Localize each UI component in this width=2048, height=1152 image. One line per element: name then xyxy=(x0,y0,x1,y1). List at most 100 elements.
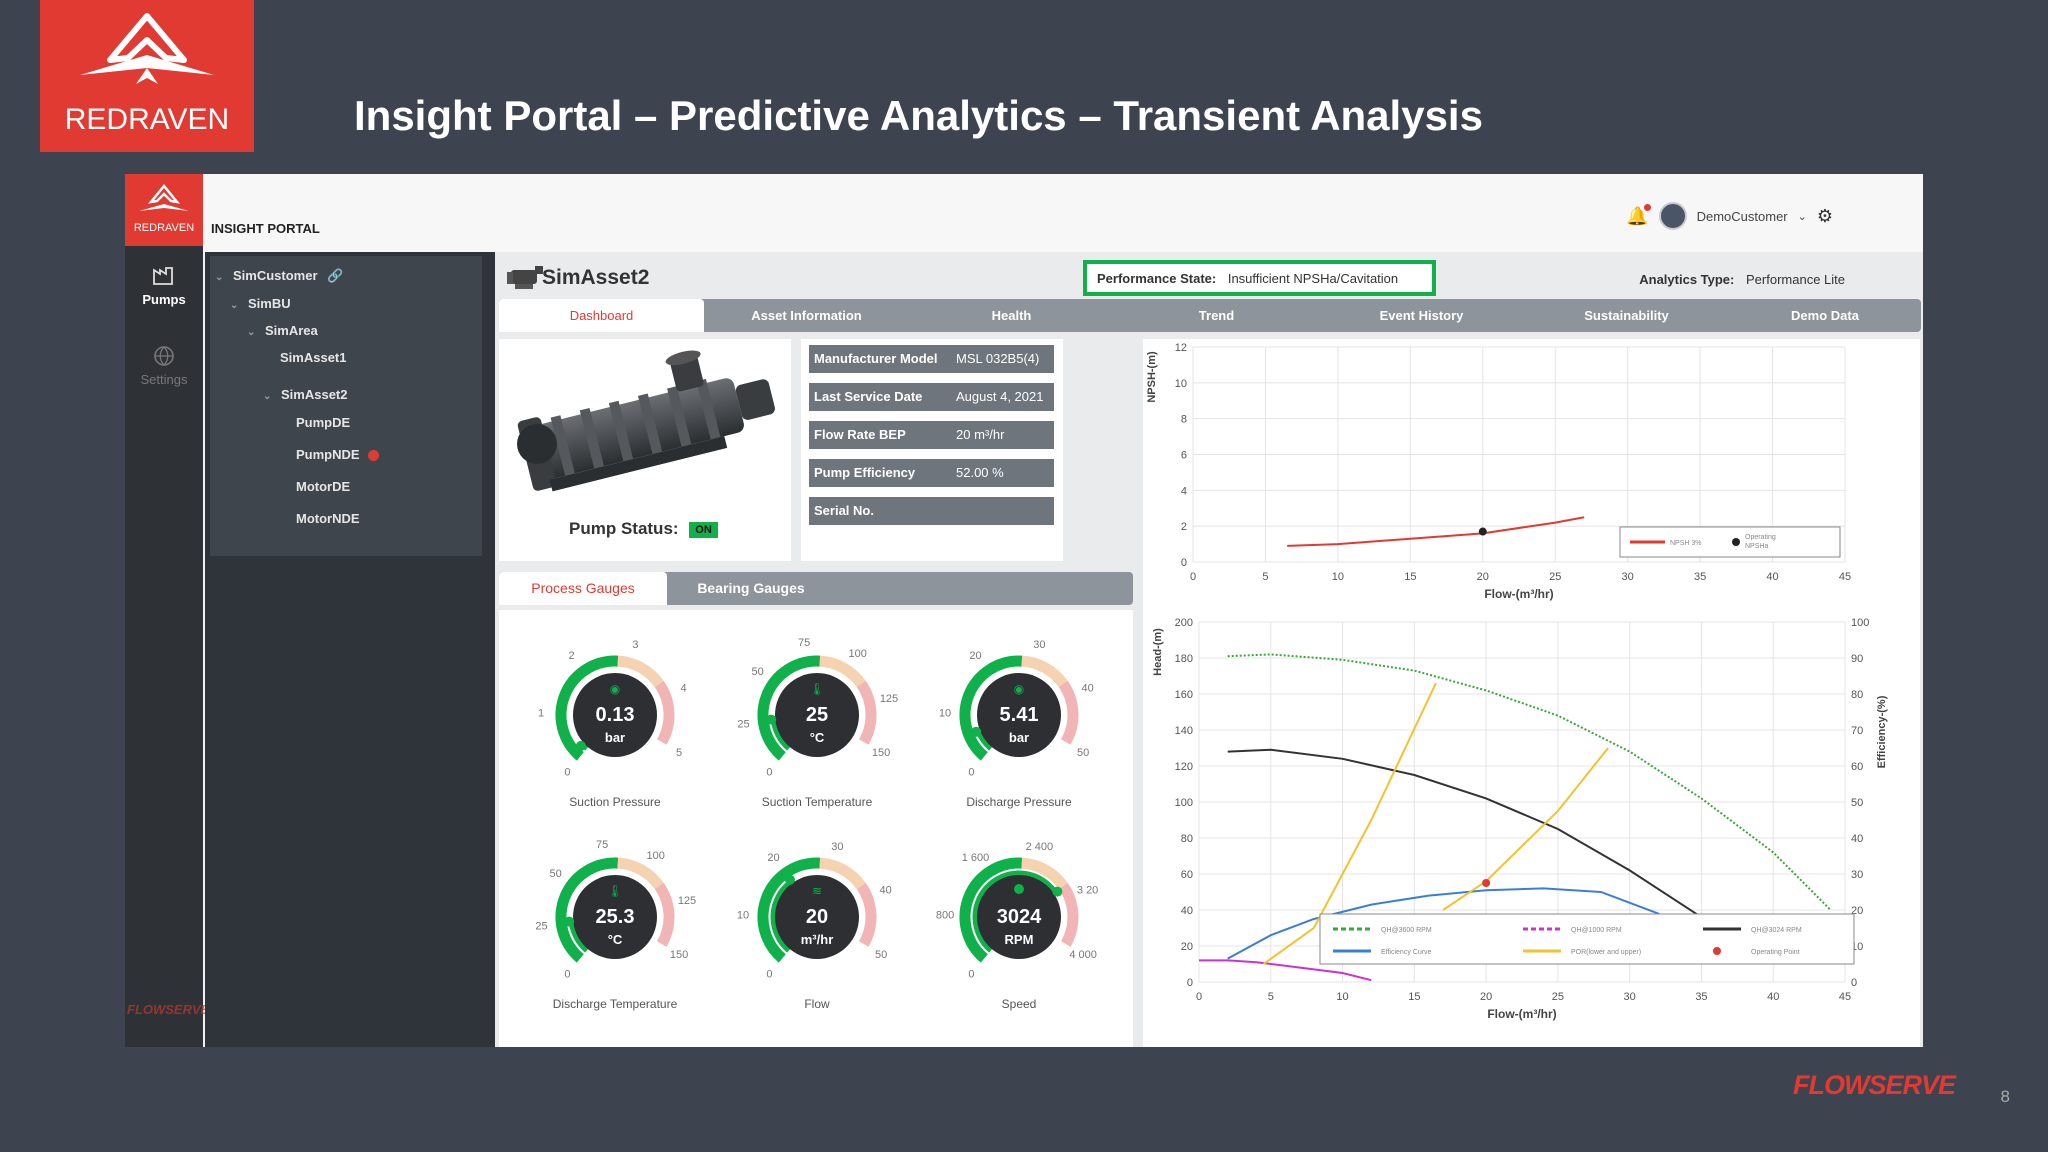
rail-item-settings[interactable]: Settings xyxy=(125,344,203,387)
tab-bearing-gauges[interactable]: Bearing Gauges xyxy=(697,580,805,596)
x-tick-label: 30 xyxy=(1624,991,1636,1003)
gauge-tick-label: 150 xyxy=(872,747,890,759)
gauge-value-arc xyxy=(770,879,793,953)
charts-svg: 0 5 10 15 20 25 30 35 40 45024681012Flow-(m³/hr)N… xyxy=(1146,342,1888,1021)
chevron-down-icon[interactable]: ⌄ xyxy=(1797,210,1807,223)
gauge-band-alarm xyxy=(856,882,877,947)
x-tick-label: 10 xyxy=(1332,571,1344,583)
gauge-tick-label: 125 xyxy=(678,895,696,907)
tree-node-motorde[interactable]: MotorDE xyxy=(296,479,350,494)
gauge-label: Discharge Pressure xyxy=(966,795,1072,809)
gauge-speed: 3024 RPM 0 800 1 600 2 400 3 20 4 000 Speed xyxy=(936,841,1098,1011)
info-row-service-date: Last Service Date August 4, 2021 xyxy=(809,383,1054,411)
tree-node-pumpnde[interactable]: PumpNDE xyxy=(296,447,379,462)
y-tick-label: 4 xyxy=(1181,485,1187,497)
info-label: Pump Efficiency xyxy=(814,465,916,480)
tab-sustainability[interactable]: Sustainability xyxy=(1584,308,1669,323)
gauge-value: 20 xyxy=(806,906,828,928)
tree-node-area[interactable]: ⌄ SimArea xyxy=(247,323,318,338)
tree-node-asset1[interactable]: SimAsset1 xyxy=(280,350,346,365)
gauge-suction-temperature: 🌡 25 °C 0 25 50 75 100 125 150 Suction Temperature xyxy=(737,637,898,809)
gauge-tick-label: 800 xyxy=(936,909,954,921)
tree-node-motornde[interactable]: MotorNDE xyxy=(296,511,360,526)
gauge-tick-label: 0 xyxy=(766,767,772,779)
tab-trend[interactable]: Trend xyxy=(1198,308,1235,323)
x-tick-label: 0 xyxy=(1196,991,1202,1003)
chevron-down-icon: ⌄ xyxy=(247,327,256,338)
y2-tick-label: 60 xyxy=(1851,761,1863,773)
notification-bell-icon[interactable]: 🔔 xyxy=(1626,203,1651,226)
gauge-tick-label: 100 xyxy=(848,648,866,660)
y-tick-label: 0 xyxy=(1187,977,1193,989)
y-tick-label: 140 xyxy=(1175,725,1193,737)
legend-label: Operating xyxy=(1745,534,1776,541)
info-label: Last Service Date xyxy=(814,389,923,404)
tree-node-label: SimCustomer xyxy=(233,268,318,283)
tree-node-label: SimAsset2 xyxy=(281,387,348,402)
legend-label: Operating Point xyxy=(1751,949,1800,956)
gauge-tick-label: 25 xyxy=(737,719,749,731)
gauge-dial xyxy=(573,875,657,959)
x-tick-label: 5 xyxy=(1268,991,1274,1003)
gauge-band-warning xyxy=(617,857,664,890)
analytics-type-value: Performance Lite xyxy=(1746,272,1845,287)
x-tick-label: 25 xyxy=(1552,991,1564,1003)
info-label: Serial No. xyxy=(814,503,874,518)
legend-label: QH@1000 RPM xyxy=(1571,927,1622,934)
gauge-unit: RPM xyxy=(1005,932,1034,947)
gauge-label: Discharge Temperature xyxy=(553,997,678,1011)
pump-card: Pump Status: ON xyxy=(499,339,791,561)
tab-asset-information[interactable]: Asset Information xyxy=(751,308,862,323)
series-npsh-3- xyxy=(1287,516,1585,547)
rail-item-pumps[interactable]: Pumps xyxy=(125,264,203,307)
tab-event-history[interactable]: Event History xyxy=(1379,308,1464,323)
gauge-tick-label: 5 xyxy=(676,747,682,759)
tree-node-pumpde[interactable]: PumpDE xyxy=(296,415,350,430)
avatar[interactable] xyxy=(1658,202,1687,230)
top-bar: INSIGHT PORTAL 🔔 DemoCustomer ⌄ ⚙ xyxy=(203,174,1923,252)
redraven-logo: REDRAVEN xyxy=(40,0,254,152)
gauge-icon: ◉ xyxy=(1014,682,1024,696)
tab-health[interactable]: Health xyxy=(991,308,1032,323)
gauge-discharge-pressure: ◉ 5.41 bar 0 10 20 30 40 50 Discharge Pressure xyxy=(939,639,1094,809)
gauge-band-alarm xyxy=(856,680,877,745)
tree-node-customer[interactable]: ⌄ SimCustomer 🔗 xyxy=(215,268,343,284)
tree-node-bu[interactable]: ⌄ SimBU xyxy=(230,296,291,311)
gauge-flow: ≋ 20 m³/hr 0 10 20 30 40 50 Flow xyxy=(737,841,892,1011)
legend-label: POR(lower and upper) xyxy=(1571,949,1641,956)
gear-icon[interactable]: ⚙ xyxy=(1816,205,1833,226)
tab-dashboard[interactable]: Dashboard xyxy=(499,299,704,332)
rail-logo[interactable]: REDRAVEN xyxy=(125,174,203,246)
gauge-dial xyxy=(573,673,657,757)
gauge-label: Speed xyxy=(1002,997,1037,1011)
x-tick-label: 35 xyxy=(1695,991,1707,1003)
legend-swatch-operating xyxy=(1732,538,1740,546)
gauge-tick-label: 50 xyxy=(1077,747,1089,759)
tab-demo-data[interactable]: Demo Data xyxy=(1791,308,1859,323)
gauge-value: 3024 xyxy=(997,906,1042,928)
tree-node-asset2[interactable]: ⌄ SimAsset2 xyxy=(263,387,348,402)
gauge-dial xyxy=(977,875,1061,959)
gauge-tick-label: 75 xyxy=(596,839,608,851)
series-qh-3600-rpm xyxy=(1227,653,1832,911)
rail-footer-logo: FLOWSERVE xyxy=(127,1002,210,1017)
user-name[interactable]: DemoCustomer xyxy=(1696,208,1788,224)
tree-node-label: MotorDE xyxy=(296,479,351,494)
pump-status-label: Pump Status: xyxy=(569,519,679,538)
asset-title: SimAsset2 xyxy=(542,266,650,289)
tree-node-label: PumpNDE xyxy=(296,447,360,462)
gauge-band-normal xyxy=(555,857,619,963)
gauge-needle-dot xyxy=(1052,886,1063,897)
gauge-tick-label: 1 xyxy=(538,707,544,719)
y-axis-label: Head-(m) xyxy=(1152,628,1164,676)
series-por-lower-and-upper- xyxy=(1263,682,1437,965)
series-qh-3024-rpm xyxy=(1227,748,1702,919)
notification-dot xyxy=(1643,203,1651,211)
gauge-tick-label: 40 xyxy=(879,884,891,896)
tab-process-gauges[interactable]: Process Gauges xyxy=(499,572,667,605)
gauge-needle-dot xyxy=(564,916,575,927)
chevron-down-icon: ⌄ xyxy=(263,391,272,402)
y-tick-label: 10 xyxy=(1175,378,1187,390)
gauge-dial xyxy=(977,673,1061,757)
gauge-tick-label: 25 xyxy=(535,921,547,933)
